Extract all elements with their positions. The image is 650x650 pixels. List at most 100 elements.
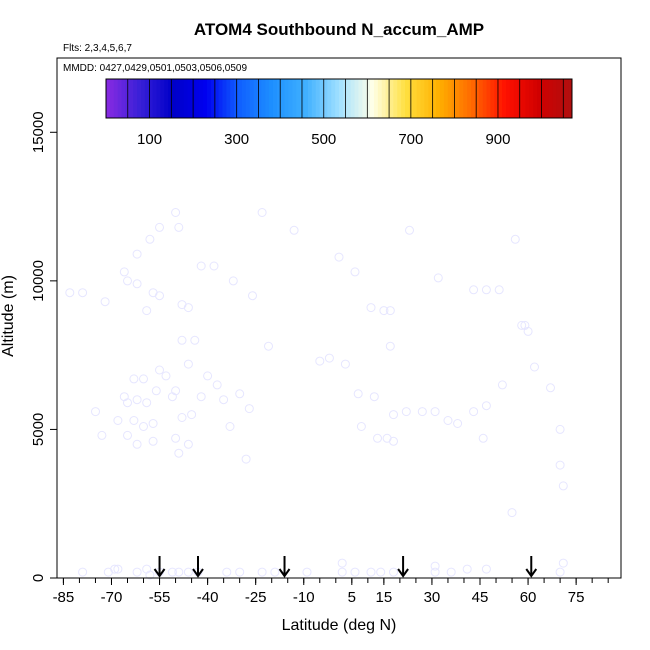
heatmap-cell — [269, 256, 278, 267]
heatmap-cell — [92, 443, 101, 454]
heatmap-cell — [445, 297, 454, 308]
heatmap-cell — [389, 422, 398, 433]
heatmap-cell — [140, 557, 149, 568]
observation-point — [97, 430, 107, 440]
heatmap-cell — [172, 547, 181, 558]
colorbar-segment — [187, 79, 192, 118]
observation-point — [350, 267, 360, 277]
observation-point — [389, 567, 398, 577]
heatmap-cell — [421, 536, 430, 547]
heatmap-cell — [156, 505, 165, 516]
heatmap-cell — [501, 276, 510, 287]
heatmap-cell — [188, 495, 197, 506]
observation-point — [373, 433, 382, 443]
heatmap-cell — [461, 516, 470, 527]
observation-point — [148, 436, 158, 446]
heatmap-cell — [357, 443, 366, 454]
heatmap-cell — [228, 256, 237, 267]
heatmap-cell — [493, 308, 502, 319]
colorbar: 100 300 500 700 900 — [105, 78, 573, 148]
heatmap-cell — [156, 443, 165, 454]
heatmap-cell — [309, 484, 318, 495]
heatmap-cell — [373, 349, 382, 360]
observation-point — [222, 567, 232, 577]
heatmap-cell — [453, 287, 462, 298]
heatmap-cell — [341, 505, 350, 516]
heatmap-cell — [565, 505, 574, 516]
heatmap-cell — [405, 318, 414, 329]
heatmap-cell — [381, 235, 390, 246]
heatmap-cell — [212, 256, 221, 267]
heatmap-cell — [381, 495, 390, 506]
heatmap-cell — [228, 360, 237, 371]
heatmap-cell — [108, 516, 117, 527]
heatmap-cell — [413, 547, 422, 558]
heatmap-cell — [156, 245, 165, 256]
heatmap-cell — [381, 526, 390, 537]
heatmap-cell — [405, 547, 414, 558]
heatmap-cell — [253, 443, 262, 454]
heatmap-cell — [68, 349, 77, 360]
heatmap-cell — [365, 443, 374, 454]
heatmap-cell — [501, 484, 510, 495]
heatmap-cell — [325, 276, 334, 287]
heatmap-cell — [453, 266, 462, 277]
heatmap-cell — [309, 287, 318, 298]
heatmap-cell — [196, 516, 205, 527]
heatmap-cell — [188, 547, 197, 558]
heatmap-cell — [421, 474, 430, 485]
heatmap-cell — [76, 349, 85, 360]
colorbar-segment — [315, 79, 321, 118]
heatmap-cell — [277, 276, 286, 287]
heatmap-cell — [405, 328, 414, 339]
heatmap-cell — [365, 349, 374, 360]
heatmap-cell — [557, 401, 566, 412]
heatmap-cell — [461, 391, 470, 402]
heatmap-cell — [549, 547, 558, 558]
heatmap-cell — [525, 536, 534, 547]
heatmap-cell — [405, 297, 414, 308]
observation-point — [177, 335, 187, 345]
heatmap-cell — [333, 495, 342, 506]
heatmap-cell — [565, 432, 574, 443]
heatmap-cell — [140, 484, 149, 495]
heatmap-cell — [285, 484, 294, 495]
heatmap-cell — [108, 464, 117, 475]
heatmap-cell — [261, 224, 270, 235]
heatmap-cell — [180, 464, 189, 475]
heatmap-cell — [293, 391, 302, 402]
heatmap-cell — [525, 370, 534, 381]
colorbar-segment — [397, 79, 402, 118]
heatmap-cell — [469, 360, 478, 371]
heatmap-cell — [509, 349, 518, 360]
heatmap-cell — [204, 360, 213, 371]
heatmap-cell — [333, 464, 342, 475]
heatmap-cell — [373, 453, 382, 464]
heatmap-cell — [277, 495, 286, 506]
heatmap-cell — [565, 370, 574, 381]
heatmap-cell — [124, 526, 133, 537]
heatmap-cell — [477, 276, 486, 287]
heatmap-cell — [469, 256, 478, 267]
heatmap-cell — [293, 328, 302, 339]
heatmap-cell — [429, 412, 438, 423]
heatmap-cell — [261, 526, 270, 537]
heatmap-cell — [533, 276, 542, 287]
heatmap-cell — [325, 568, 334, 579]
heatmap-cell — [261, 245, 270, 256]
heatmap-cell — [549, 391, 558, 402]
flight-arrow — [397, 556, 409, 578]
heatmap-cell — [140, 339, 149, 350]
heatmap-cell — [156, 401, 165, 412]
heatmap-cell — [301, 557, 310, 568]
heatmap-cell — [533, 505, 542, 516]
heatmap-cell — [309, 516, 318, 527]
heatmap-cell — [212, 526, 221, 537]
heatmap-cell — [445, 401, 454, 412]
heatmap-cell — [140, 495, 149, 506]
heatmap-cell — [557, 360, 566, 371]
heatmap-cell — [108, 380, 117, 391]
heatmap-cell — [349, 453, 358, 464]
heatmap-cell — [541, 391, 550, 402]
heatmap-cell — [413, 276, 422, 287]
